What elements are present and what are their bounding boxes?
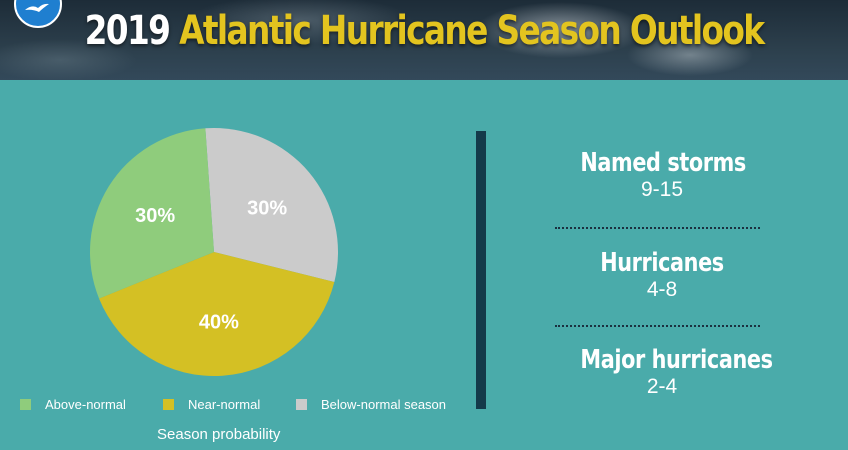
legend-swatch-below-normal [296, 398, 307, 410]
vertical-divider [476, 131, 486, 409]
legend-item-near-normal: Near-normal [163, 396, 260, 412]
slice-label-near-normal: 40% [199, 311, 239, 333]
stat-title-hurricanes: Hurricanes [600, 248, 724, 278]
page-title: 2019 Atlantic Hurricane Season Outlook [76, 8, 771, 54]
dotted-separator [555, 325, 760, 327]
stat-major-hurricanes: Major hurricanes 2-4 [560, 345, 773, 399]
title-year: 2019 [84, 8, 171, 54]
legend-item-above-normal: Above-normal [20, 396, 126, 412]
legend-label-below-normal: Below-normal season [321, 396, 447, 412]
stat-hurricanes: Hurricanes 4-8 [560, 248, 764, 302]
slice-below-normal [205, 128, 338, 282]
slice-above-normal [90, 128, 214, 299]
stat-title-named-storms: Named storms [580, 148, 746, 178]
slice-label-above-normal: 30% [135, 205, 175, 227]
header-banner: 2019 Atlantic Hurricane Season Outlook [0, 0, 848, 80]
chart-xlabel: Season probability [157, 426, 281, 443]
slice-label-below-normal: 30% [247, 197, 287, 219]
legend-swatch-above-normal [20, 398, 31, 410]
noaa-logo [14, 0, 62, 28]
title-text: Atlantic Hurricane Season Outlook [179, 8, 765, 54]
stat-value-named-storms: 9-15 [640, 178, 684, 201]
noaa-bird-icon [25, 3, 49, 12]
legend-label-near-normal: Near-normal [188, 396, 261, 412]
legend-swatch-near-normal [163, 398, 174, 410]
slice-near-normal [99, 252, 335, 376]
dotted-separator [555, 227, 760, 229]
stat-value-major-hurricanes: 2-4 [646, 375, 678, 398]
stat-value-hurricanes: 4-8 [646, 278, 678, 301]
pie-chart: 30% 40% 30% [90, 128, 338, 376]
legend-label-above-normal: Above-normal [45, 396, 126, 412]
stat-named-storms: Named storms 9-15 [560, 148, 764, 202]
legend-item-below-normal: Below-normal season [296, 396, 446, 412]
stat-title-major-hurricanes: Major hurricanes [580, 345, 773, 375]
